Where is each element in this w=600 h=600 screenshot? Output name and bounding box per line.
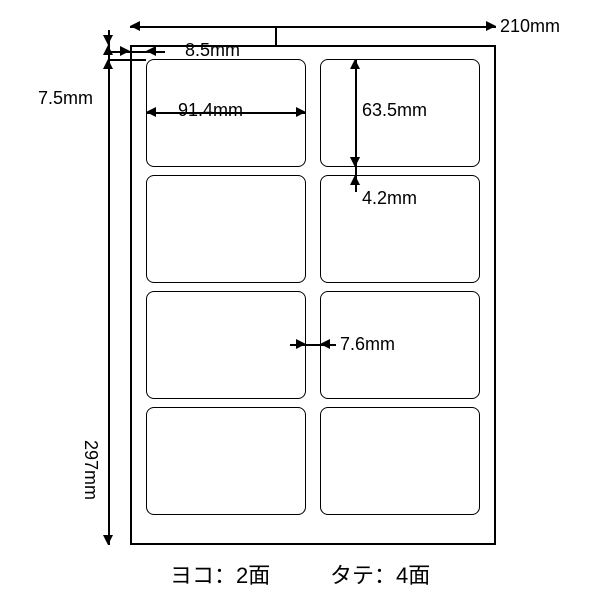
dim-line: [130, 26, 496, 28]
arrow-icon: [103, 535, 113, 545]
dim-row-gap: 4.2mm: [362, 188, 417, 209]
arrow-icon: [350, 59, 360, 69]
dim-line: [110, 51, 165, 53]
arrow-icon: [120, 46, 130, 56]
dim-cell-width: 91.4mm: [178, 100, 243, 121]
caption-horiz: ヨコ：2面: [170, 558, 270, 590]
arrow-icon: [296, 107, 306, 117]
dim-cell-height: 63.5mm: [362, 100, 427, 121]
dim-page-height: 297mm: [80, 440, 101, 500]
label-cell: [146, 407, 306, 515]
dim-line: [108, 45, 110, 545]
dim-line: [108, 59, 146, 61]
dim-page-width: 210mm: [500, 16, 560, 37]
label-cell: [146, 175, 306, 283]
label-cell: [146, 291, 306, 399]
arrow-icon: [146, 46, 156, 56]
diagram-canvas: 210mm 8.5mm 7.5mm 91.4mm 63.5mm 4.2mm 7.…: [0, 0, 600, 600]
arrow-icon: [103, 35, 113, 45]
arrow-icon: [320, 339, 330, 349]
dim-col-gap: 7.6mm: [340, 334, 395, 355]
arrow-icon: [296, 339, 306, 349]
arrow-icon: [130, 21, 140, 31]
arrow-icon: [350, 157, 360, 167]
arrow-icon: [103, 45, 113, 55]
caption-vert: タテ：4面: [330, 558, 430, 590]
arrow-icon: [486, 21, 496, 31]
dim-margin-top: 7.5mm: [38, 88, 93, 109]
arrow-icon: [146, 107, 156, 117]
label-cell: [320, 407, 480, 515]
dim-line: [275, 26, 277, 45]
dim-margin-left: 8.5mm: [185, 40, 240, 61]
arrow-icon: [350, 175, 360, 185]
